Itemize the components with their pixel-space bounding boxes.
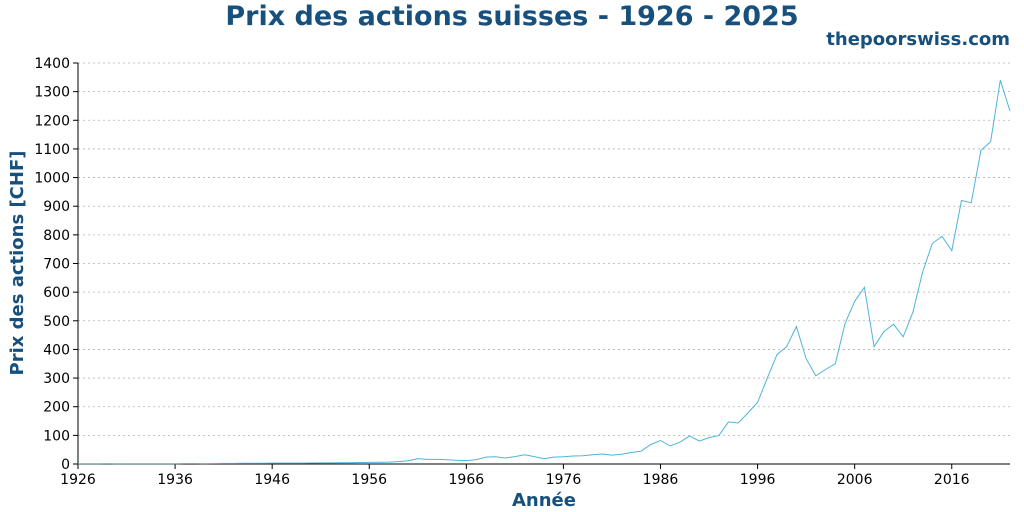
y-tick-label: 500 bbox=[43, 314, 70, 330]
x-tick-label: 1936 bbox=[157, 472, 193, 488]
y-tick-label: 600 bbox=[43, 285, 70, 301]
y-tick-label: 1300 bbox=[34, 85, 70, 101]
x-tick-label: 2016 bbox=[934, 472, 970, 488]
y-tick-label: 0 bbox=[61, 457, 70, 473]
chart-title: Prix des actions suisses - 1926 - 2025 bbox=[225, 1, 799, 32]
x-tick-label: 1966 bbox=[449, 472, 485, 488]
y-tick-label: 1200 bbox=[34, 113, 70, 129]
y-tick-label: 400 bbox=[43, 342, 70, 358]
x-axis-ticks: 1926 1936 1946 1956 1966 1976 1986 1996 2006 2016 bbox=[60, 464, 970, 488]
y-axis-title: Prix des actions [CHF] bbox=[7, 151, 28, 376]
y-axis-ticks: 0 100 200 300 400 500 600 700 800 900 1000 1100 1200… bbox=[34, 56, 78, 473]
x-tick-label: 1926 bbox=[60, 472, 96, 488]
grid-lines bbox=[78, 62, 1010, 436]
x-tick-label: 2006 bbox=[837, 472, 873, 488]
x-tick-label: 1986 bbox=[643, 472, 679, 488]
y-tick-label: 100 bbox=[43, 428, 70, 444]
brand-label: thepoorswiss.com bbox=[826, 29, 1010, 50]
y-tick-label: 700 bbox=[43, 257, 70, 273]
y-tick-label: 1100 bbox=[34, 142, 70, 158]
x-axis-title: Année bbox=[512, 490, 576, 511]
y-tick-label: 1000 bbox=[34, 171, 70, 187]
y-tick-label: 900 bbox=[43, 199, 70, 215]
x-tick-label: 1996 bbox=[740, 472, 776, 488]
y-tick-label: 200 bbox=[43, 400, 70, 416]
x-tick-label: 1946 bbox=[254, 472, 290, 488]
y-tick-label: 800 bbox=[43, 228, 70, 244]
series-line-stock-price bbox=[78, 80, 1011, 465]
y-tick-label: 1400 bbox=[34, 56, 70, 72]
y-tick-label: 300 bbox=[43, 371, 70, 387]
x-tick-label: 1956 bbox=[351, 472, 387, 488]
x-tick-label: 1976 bbox=[546, 472, 582, 488]
